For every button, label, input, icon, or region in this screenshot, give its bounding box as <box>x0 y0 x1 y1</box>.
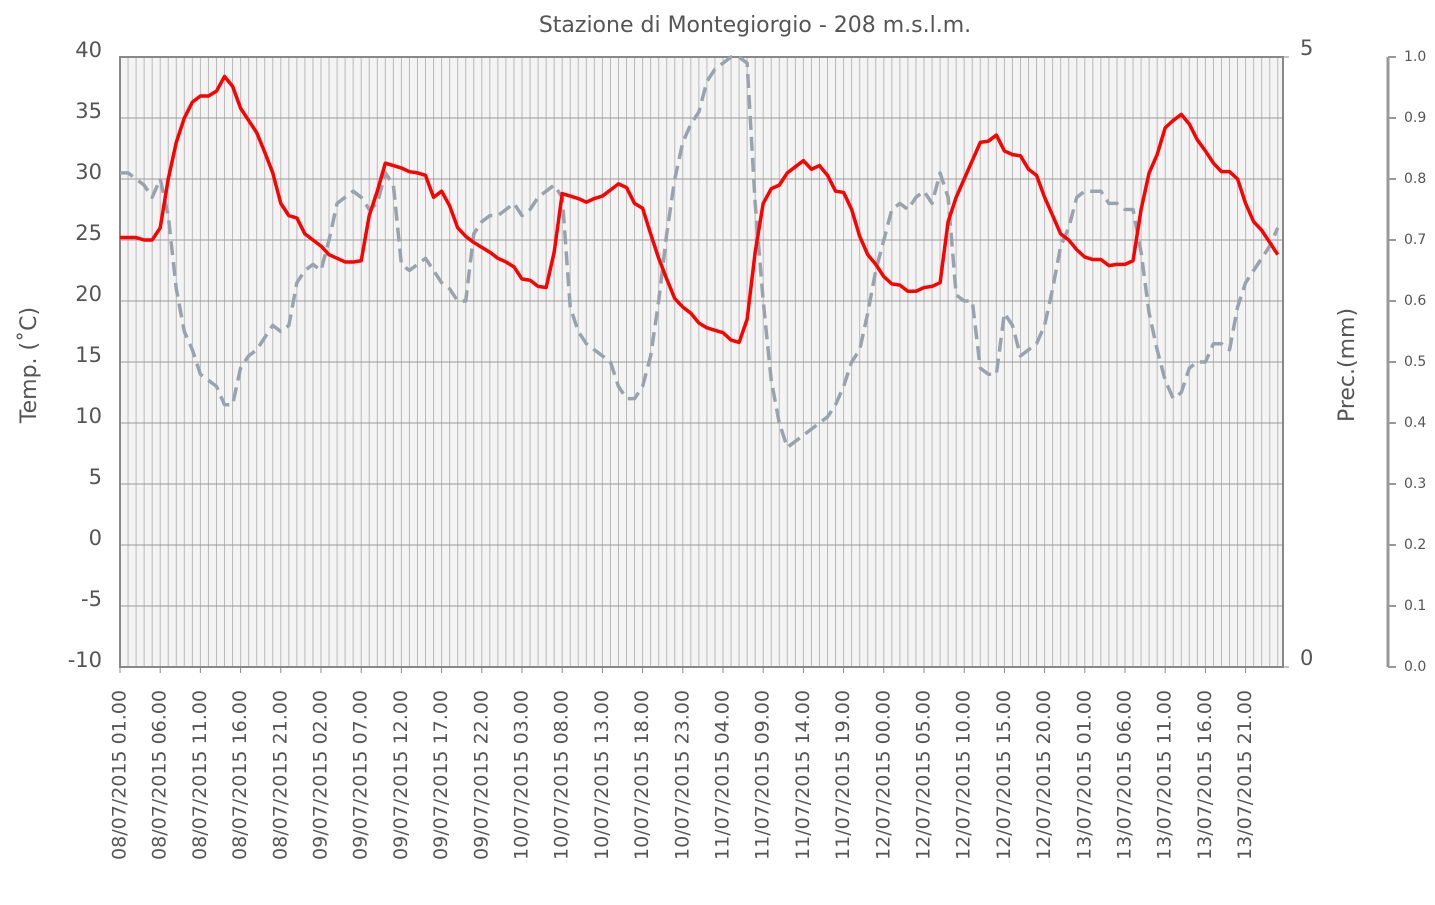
x-tick-label: 09/07/2015 12.00 <box>390 690 412 860</box>
y-tick-label: -5 <box>81 587 102 611</box>
y3-tick-label: 0.7 <box>1404 232 1426 248</box>
x-tick-label: 09/07/2015 07.00 <box>350 690 372 860</box>
x-tick-label: 09/07/2015 17.00 <box>430 690 452 860</box>
y3-tick-label: 0.5 <box>1404 354 1426 370</box>
x-tick-label: 10/07/2015 03.00 <box>511 690 533 860</box>
y2-tick-label: 5 <box>1300 36 1313 60</box>
x-tick-label: 08/07/2015 21.00 <box>269 690 291 860</box>
y3-tick-label: 0.3 <box>1404 476 1426 492</box>
y-tick-label: 35 <box>75 99 102 123</box>
x-tick-label: 10/07/2015 08.00 <box>551 690 573 860</box>
y3-tick-label: 0.9 <box>1404 110 1426 126</box>
y-tick-label: 0 <box>89 526 102 550</box>
y3-tick-label: 1.0 <box>1404 49 1426 65</box>
y-tick-label: 5 <box>89 465 102 489</box>
x-tick-label: 12/07/2015 00.00 <box>872 690 894 860</box>
x-tick-label: 13/07/2015 21.00 <box>1234 690 1256 860</box>
plot-border <box>119 56 1284 668</box>
x-tick-label: 13/07/2015 01.00 <box>1073 690 1095 860</box>
x-tick-label: 11/07/2015 09.00 <box>752 690 774 860</box>
x-tick-label: 10/07/2015 13.00 <box>591 690 613 860</box>
x-tick-label: 12/07/2015 05.00 <box>913 690 935 860</box>
y-tick-label: -10 <box>68 648 102 672</box>
y3-tick-label: 0.0 <box>1404 659 1426 675</box>
y3-tick-label: 0.8 <box>1404 171 1426 187</box>
x-tick-label: 09/07/2015 22.00 <box>470 690 492 860</box>
y-axis-label: Temp. (˚C) <box>17 307 42 424</box>
y-tick-label: 15 <box>75 343 102 367</box>
y2-axis-label: Prec.(mm) <box>1335 308 1360 422</box>
x-tick-label: 13/07/2015 11.00 <box>1154 690 1176 860</box>
y-tick-label: 40 <box>75 38 102 62</box>
y3-tick-label: 0.6 <box>1404 293 1426 309</box>
x-tick-label: 10/07/2015 18.00 <box>631 690 653 860</box>
x-tick-label: 12/07/2015 10.00 <box>953 690 975 860</box>
y-tick-label: 10 <box>75 404 102 428</box>
y-tick-label: 30 <box>75 160 102 184</box>
x-tick-label: 12/07/2015 15.00 <box>993 690 1015 860</box>
y3-tick-label: 0.1 <box>1404 598 1426 614</box>
y3-tick-label: 0.2 <box>1404 537 1426 553</box>
series-line <box>120 74 1280 345</box>
x-tick-label: 11/07/2015 14.00 <box>792 690 814 860</box>
x-tick-label: 08/07/2015 16.00 <box>229 690 251 860</box>
y-tick-label: 20 <box>75 282 102 306</box>
x-tick-label: 13/07/2015 06.00 <box>1114 690 1136 860</box>
y-tick-label: 25 <box>75 221 102 245</box>
y3-tick-label: 0.4 <box>1404 415 1426 431</box>
y2-tick-label: 0 <box>1300 646 1313 670</box>
x-tick-label: 08/07/2015 01.00 <box>109 690 131 860</box>
x-tick-label: 08/07/2015 11.00 <box>189 690 211 860</box>
chart-title: Stazione di Montegiorgio - 208 m.s.l.m. <box>539 13 971 38</box>
x-tick-label: 11/07/2015 04.00 <box>712 690 734 860</box>
x-tick-label: 08/07/2015 06.00 <box>149 690 171 860</box>
series-line <box>120 55 1280 450</box>
x-tick-label: 11/07/2015 19.00 <box>832 690 854 860</box>
x-tick-label: 12/07/2015 20.00 <box>1033 690 1055 860</box>
x-tick-label: 13/07/2015 16.00 <box>1194 690 1216 860</box>
x-tick-label: 09/07/2015 02.00 <box>310 690 332 860</box>
x-tick-label: 10/07/2015 23.00 <box>671 690 693 860</box>
